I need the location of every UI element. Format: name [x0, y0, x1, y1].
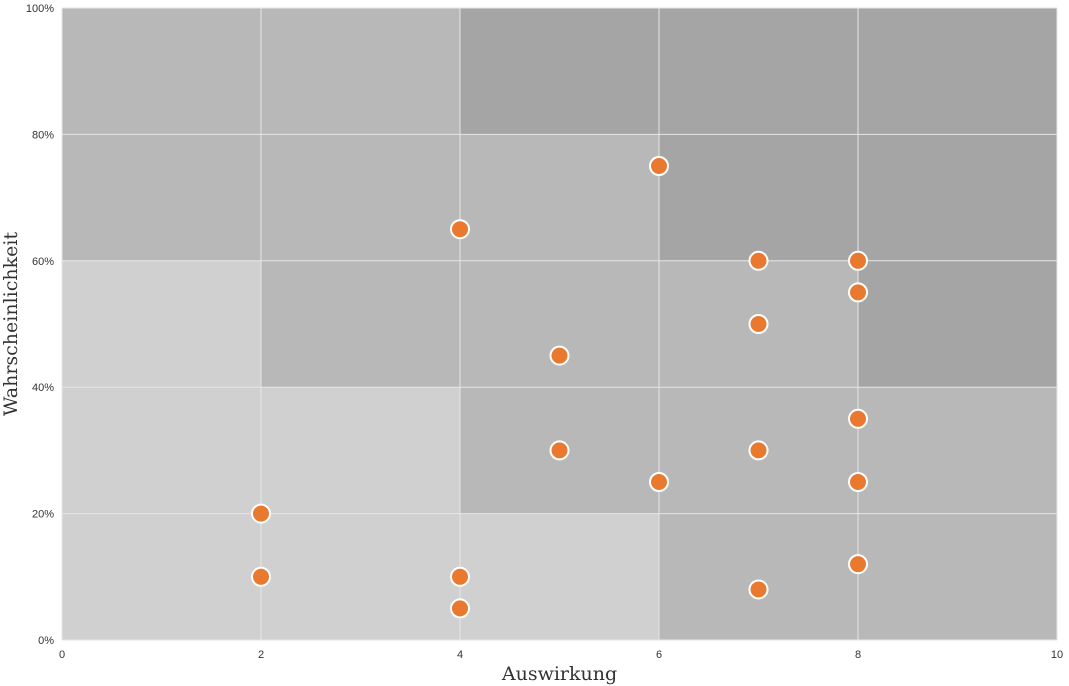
data-point	[450, 598, 470, 619]
data-point	[251, 566, 271, 587]
x-tick-label: 4	[457, 649, 463, 661]
x-axis-title: Auswirkung	[501, 663, 617, 685]
data-point	[848, 282, 868, 303]
x-tick-label: 0	[59, 649, 65, 661]
data-point	[848, 472, 868, 492]
y-tick-label: 100%	[26, 3, 54, 15]
x-tick-label: 6	[656, 649, 662, 661]
risk-zone-8	[858, 387, 1057, 514]
data-point	[748, 250, 769, 271]
data-points	[251, 156, 868, 619]
risk-zone-2	[460, 513, 659, 640]
x-tick-label: 8	[855, 649, 861, 661]
data-point	[848, 408, 868, 429]
x-tick-label: 2	[258, 649, 264, 661]
grid-lines	[61, 7, 1058, 641]
data-point	[748, 579, 769, 600]
data-point	[848, 554, 868, 575]
y-tick-label: 80%	[32, 129, 54, 141]
y-axis-title: Wahrscheinlichkeit	[0, 232, 22, 417]
data-point	[748, 440, 769, 461]
data-point	[450, 219, 470, 240]
data-point	[450, 566, 470, 587]
risk-zone-0	[62, 260, 261, 640]
y-axis-ticks: 0% 20% 40% 60% 80% 100%	[26, 3, 54, 647]
data-point	[848, 250, 868, 271]
data-point	[748, 314, 769, 334]
data-point	[251, 503, 271, 524]
data-point	[549, 345, 570, 366]
data-point	[649, 472, 669, 492]
background-zones	[62, 8, 1057, 640]
risk-zone-11	[858, 260, 1057, 388]
y-tick-label: 20%	[32, 509, 54, 521]
y-tick-label: 60%	[32, 256, 54, 268]
x-axis-ticks: 0 2 4 6 8 10	[59, 649, 1063, 661]
x-tick-label: 10	[1051, 649, 1063, 661]
risk-zone-9	[460, 8, 659, 135]
data-point	[649, 156, 669, 176]
y-tick-label: 0%	[38, 635, 54, 647]
y-tick-label: 40%	[32, 382, 54, 394]
risk-zone-4	[261, 8, 460, 388]
data-point	[549, 440, 570, 461]
